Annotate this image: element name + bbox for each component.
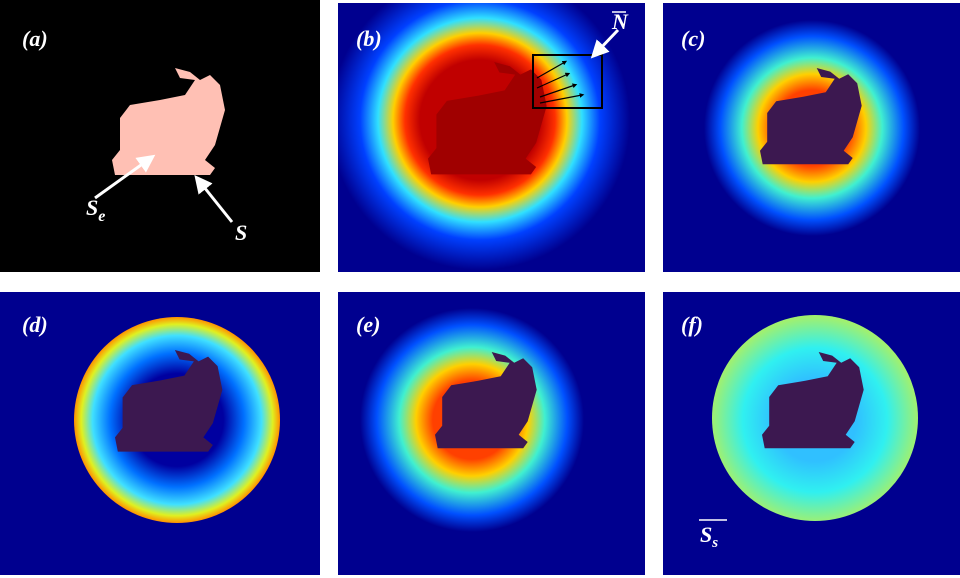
panel-label: (b) <box>356 26 382 51</box>
annotation: Ss <box>700 522 718 551</box>
annotation-sub: s <box>711 535 718 551</box>
arrow <box>590 28 620 59</box>
annotation-main: S <box>700 522 712 547</box>
panel-label: (c) <box>681 26 705 51</box>
vector <box>536 60 568 79</box>
panel-label: (e) <box>356 312 380 337</box>
annotation: S <box>235 220 247 245</box>
annotation: Se <box>86 195 105 225</box>
vector <box>539 83 578 98</box>
panel-label: (d) <box>22 312 48 337</box>
arrow <box>94 154 156 200</box>
vector <box>536 72 571 89</box>
vector <box>539 93 585 104</box>
vectors <box>536 60 585 104</box>
annotation-main: S <box>86 195 98 220</box>
panel-label: (a) <box>22 26 48 51</box>
zoom-box <box>532 54 603 109</box>
panel-label: (f) <box>681 312 703 337</box>
arrow <box>194 174 234 223</box>
annotation-sub: e <box>98 208 105 225</box>
annotation: N <box>611 9 629 34</box>
